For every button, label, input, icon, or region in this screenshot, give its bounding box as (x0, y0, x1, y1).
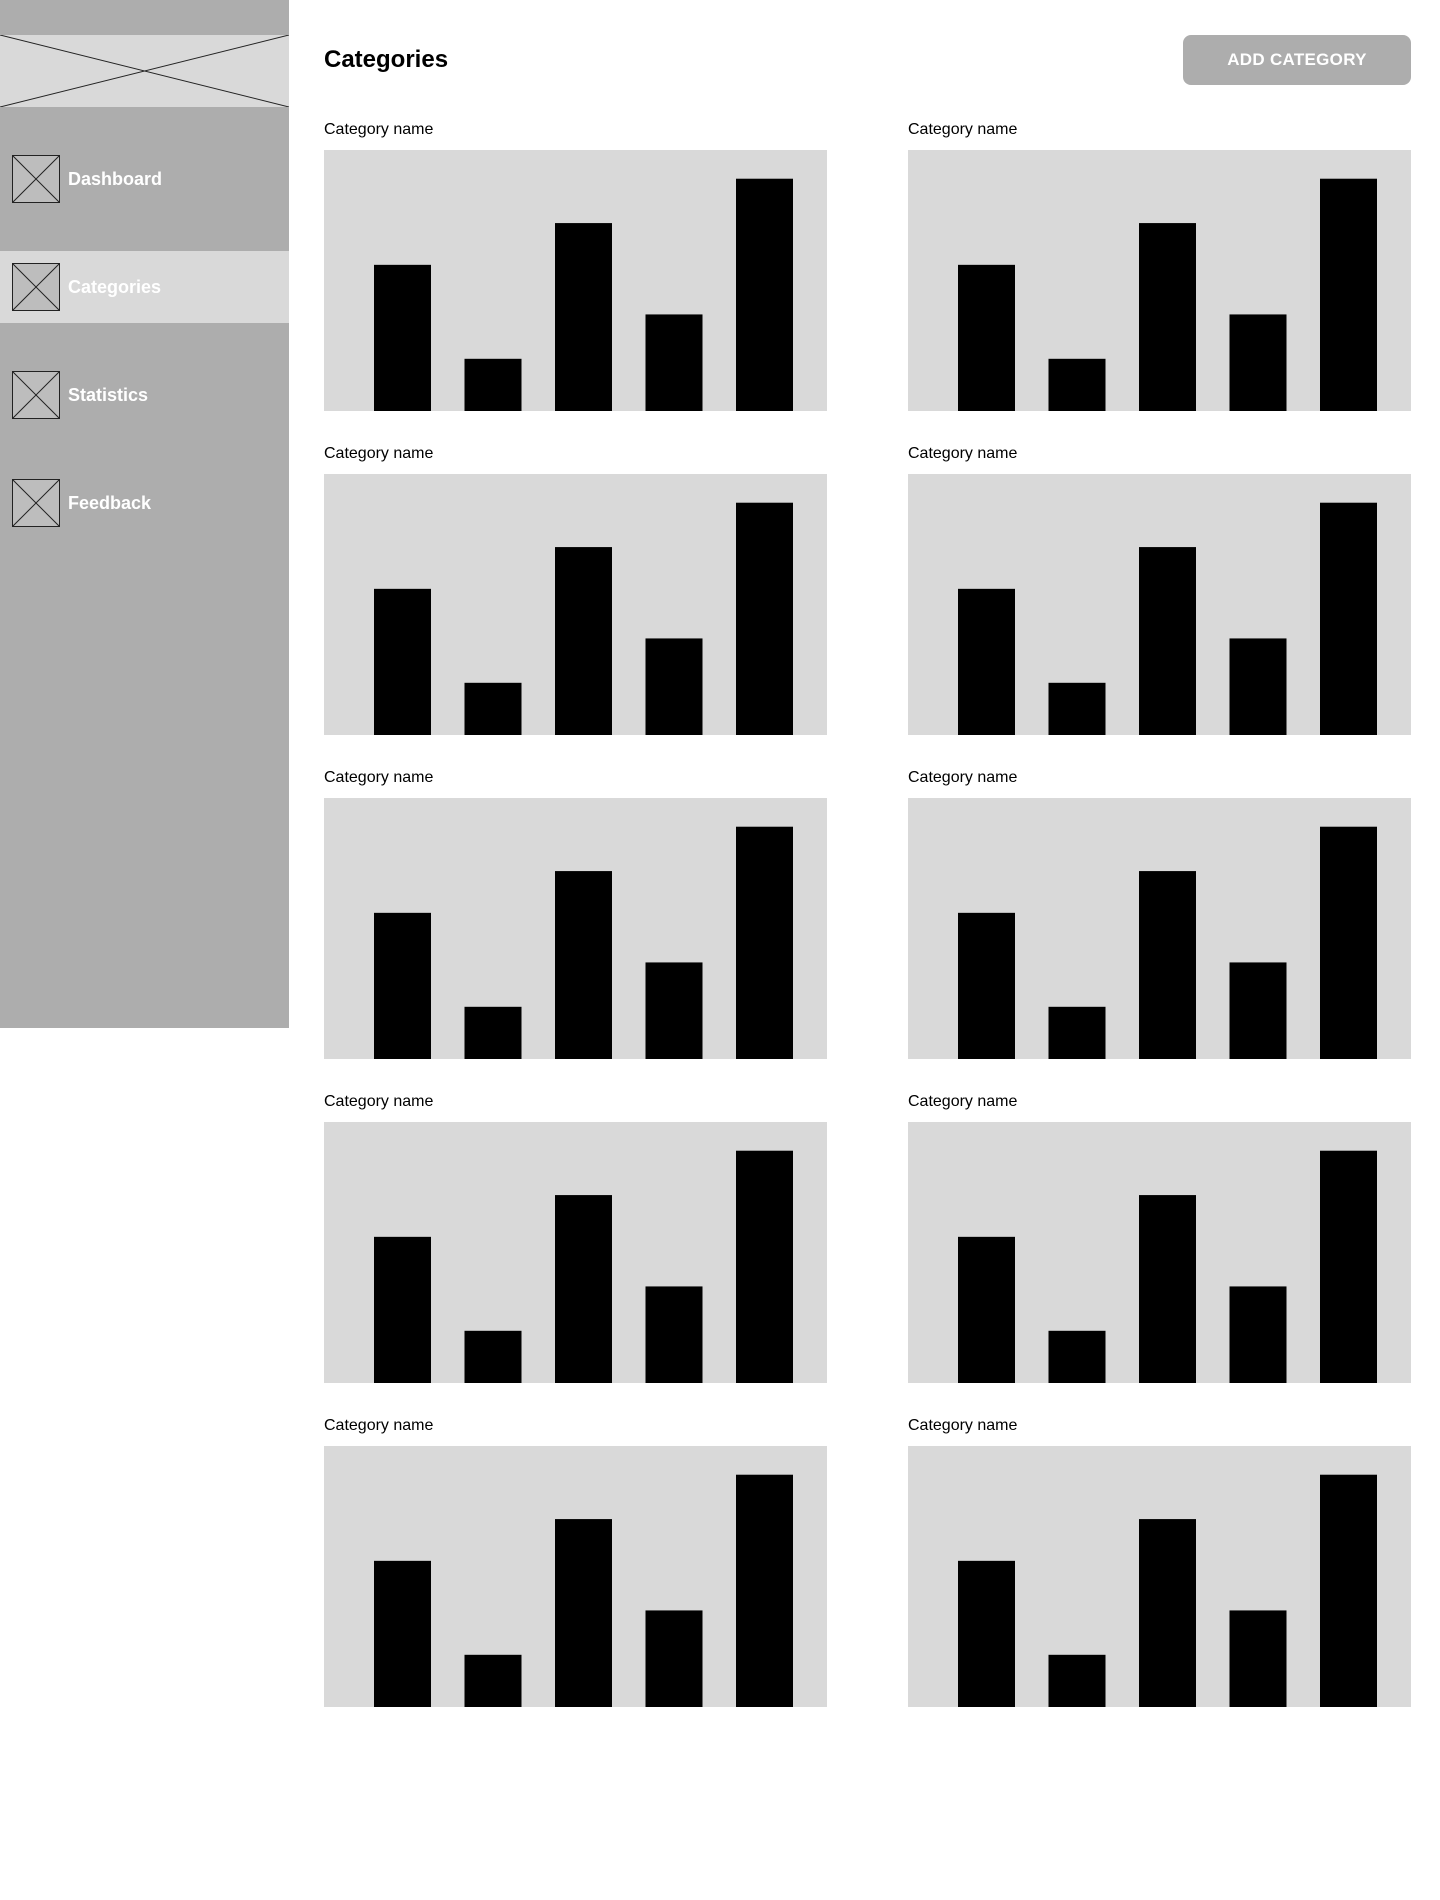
chart-bar (464, 1654, 522, 1707)
bar-chart (958, 826, 1377, 1059)
chart-bar (645, 1286, 703, 1383)
category-chart (324, 798, 827, 1059)
sidebar-item-label: Dashboard (68, 169, 163, 189)
category-name: Category name (324, 121, 434, 138)
category-chart (324, 474, 827, 735)
sidebar-item-categories[interactable]: Categories (0, 251, 289, 323)
bar-chart (958, 178, 1377, 411)
chart-bar (1048, 682, 1106, 735)
chart-bar (555, 1519, 612, 1707)
chart-bar (1320, 1474, 1377, 1707)
category-name: Category name (908, 1417, 1018, 1434)
chart-bar (736, 826, 793, 1059)
sidebar: Dashboard Categories Statistics Feedback (0, 0, 289, 1028)
chart-bar (1320, 178, 1377, 411)
logo-placeholder (0, 35, 289, 107)
feedback-icon (12, 479, 60, 527)
chart-bar (1139, 1519, 1196, 1707)
chart-bar (464, 1006, 522, 1059)
chart-bar (1229, 638, 1287, 735)
sidebar-item-label: Statistics (68, 385, 149, 405)
chart-bar (958, 912, 1015, 1059)
chart-bar (374, 588, 431, 735)
category-chart (908, 150, 1411, 411)
add-category-button[interactable]: ADD CATEGORY (1183, 35, 1411, 85)
bar-chart (958, 1150, 1377, 1383)
bar-chart (958, 1474, 1377, 1707)
category-chart (324, 1446, 827, 1707)
chart-bar (555, 1195, 612, 1383)
chart-bar (555, 223, 612, 411)
chart-bar (464, 358, 522, 411)
chart-bar (958, 1236, 1015, 1383)
chart-bar (1139, 223, 1196, 411)
chart-bar (645, 638, 703, 735)
bar-chart (374, 1474, 793, 1707)
chart-bar (645, 1610, 703, 1707)
sidebar-item-statistics[interactable]: Statistics (0, 359, 289, 431)
category-name: Category name (908, 1093, 1018, 1110)
chart-bar (1229, 314, 1287, 411)
chart-bar (374, 1236, 431, 1383)
statistics-icon (12, 371, 60, 419)
categories-icon (12, 263, 60, 311)
chart-bar (1048, 1654, 1106, 1707)
category-chart (908, 1122, 1411, 1383)
bar-chart (374, 502, 793, 735)
chart-bar (1320, 502, 1377, 735)
sidebar-item-label: Feedback (68, 493, 152, 513)
chart-bar (1229, 962, 1287, 1059)
sidebar-item-label: Categories (68, 277, 162, 297)
bar-chart (374, 826, 793, 1059)
chart-bar (1229, 1610, 1287, 1707)
image-placeholder-icon (0, 35, 289, 107)
dashboard-icon (12, 155, 60, 203)
page-title: Categories (324, 46, 449, 73)
chart-bar (464, 682, 522, 735)
chart-bar (736, 502, 793, 735)
chart-bar (1229, 1286, 1287, 1383)
category-chart (324, 150, 827, 411)
category-chart (908, 1446, 1411, 1707)
chart-bar (374, 912, 431, 1059)
chart-bar (1048, 358, 1106, 411)
chart-bar (464, 1330, 522, 1383)
bar-chart (374, 1150, 793, 1383)
chart-bar (736, 1150, 793, 1383)
chart-bar (736, 178, 793, 411)
chart-bar (958, 588, 1015, 735)
chart-bar (555, 871, 612, 1059)
chart-bar (1048, 1330, 1106, 1383)
chart-bar (374, 1560, 431, 1707)
category-name: Category name (908, 769, 1018, 786)
chart-bar (736, 1474, 793, 1707)
chart-bar (1320, 1150, 1377, 1383)
chart-bar (1320, 826, 1377, 1059)
chart-bar (1139, 871, 1196, 1059)
chart-bar (645, 962, 703, 1059)
sidebar-item-feedback[interactable]: Feedback (0, 467, 289, 539)
chart-bar (1048, 1006, 1106, 1059)
category-name: Category name (908, 445, 1018, 462)
chart-bar (374, 264, 431, 411)
sidebar-item-dashboard[interactable]: Dashboard (0, 143, 289, 215)
category-name: Category name (324, 769, 434, 786)
chart-bar (958, 1560, 1015, 1707)
category-name: Category name (324, 1417, 434, 1434)
chart-bar (645, 314, 703, 411)
chart-bar (555, 547, 612, 735)
category-chart (908, 798, 1411, 1059)
category-name: Category name (908, 121, 1018, 138)
chart-bar (1139, 1195, 1196, 1383)
category-chart (324, 1122, 827, 1383)
bar-chart (958, 502, 1377, 735)
category-chart (908, 474, 1411, 735)
category-name: Category name (324, 1093, 434, 1110)
bar-chart (374, 178, 793, 411)
category-name: Category name (324, 445, 434, 462)
chart-bar (1139, 547, 1196, 735)
chart-bar (958, 264, 1015, 411)
